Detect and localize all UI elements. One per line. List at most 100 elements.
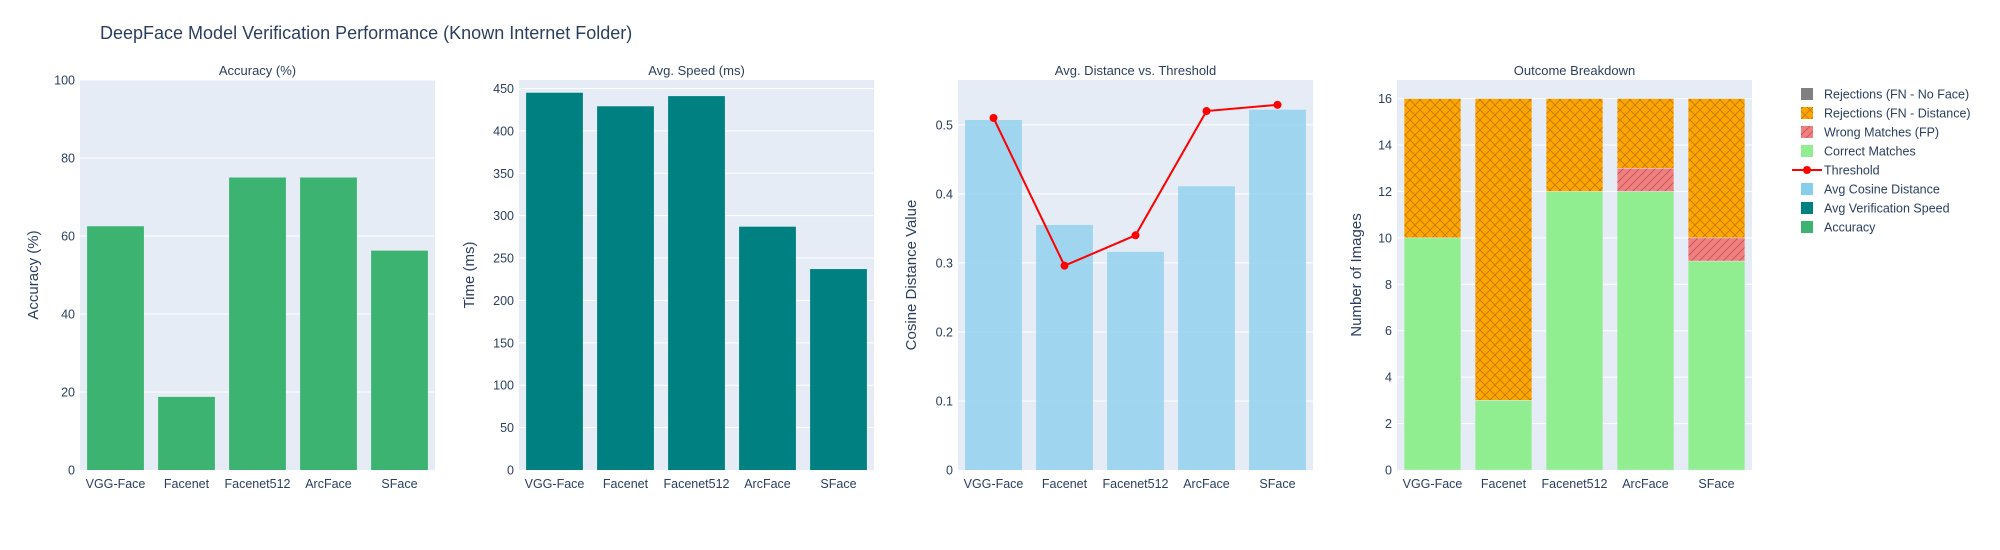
bar-avg-verification-speed-vgg-face (526, 92, 583, 470)
legend-item-rejections-fn-no-face: Rejections (FN - No Face) (1801, 88, 1969, 102)
distance-y-tick-label: 0.1 (936, 394, 953, 408)
speed-y-tick-label: 350 (493, 167, 514, 181)
distance-x-tick-label: ArcFace (1183, 477, 1230, 491)
threshold-point-facenet512 (1131, 231, 1140, 240)
bar-accuracy-arcface (300, 177, 357, 470)
accuracy-y-axis-title: Accuracy (%) (25, 230, 42, 319)
distance-x-tick-label: Facenet (1042, 477, 1088, 491)
speed-x-tick-label: Facenet (603, 477, 649, 491)
distance-subplot-title: Avg. Distance vs. Threshold (1055, 63, 1216, 78)
bar-avg-verification-speed-arcface (739, 226, 796, 470)
outcome-y-tick-label: 2 (1385, 417, 1392, 431)
outcome-x-tick-label: VGG-Face (1403, 477, 1463, 491)
outcome-subplot-title: Outcome Breakdown (1514, 63, 1635, 78)
accuracy-y-tick-label: 40 (61, 308, 75, 322)
speed-x-tick-label: VGG-Face (525, 477, 585, 491)
outcome-y-tick-label: 0 (1385, 464, 1392, 478)
outcome-y-tick-label: 4 (1385, 371, 1392, 385)
outcome-y-tick-label: 6 (1385, 324, 1392, 338)
bar-accuracy-facenet512 (229, 177, 286, 470)
accuracy-subplot-title: Accuracy (%) (219, 63, 296, 78)
distance-y-tick-label: 0.5 (936, 118, 953, 132)
bar-avg-cosine-distance-arcface (1178, 186, 1235, 470)
legend-swatch (1801, 221, 1813, 233)
distance-y-tick-label: 0.4 (936, 187, 953, 201)
distance-x-tick-label: VGG-Face (964, 477, 1024, 491)
bar-correct-matches-facenet512 (1545, 191, 1604, 471)
legend-swatch (1801, 107, 1813, 119)
legend-swatch (1801, 183, 1813, 195)
bar-accuracy-facenet (158, 396, 215, 470)
threshold-point-sface (1273, 100, 1282, 109)
bar-rejections-fn-distance-vgg-face (1403, 98, 1462, 239)
speed-subplot-title: Avg. Speed (ms) (648, 63, 745, 78)
bar-rejections-fn-distance-facenet512 (1545, 98, 1604, 192)
speed-bars (526, 92, 867, 471)
accuracy-bars (87, 177, 428, 470)
distance-panel: 0 0.1 0.2 0.3 0.4 0.5 VGG-Face Facenet Facenet5… (903, 63, 1313, 491)
bar-avg-verification-speed-sface (810, 269, 867, 470)
bar-avg-verification-speed-facenet (597, 106, 654, 471)
speed-y-tick-label: 50 (500, 421, 514, 435)
outcome-y-tick-label: 14 (1378, 139, 1392, 153)
outcome-x-tick-label: Facenet (1481, 477, 1527, 491)
accuracy-y-tick-label: 60 (61, 230, 75, 244)
bar-avg-cosine-distance-sface (1249, 109, 1306, 470)
speed-y-tick-label: 250 (493, 252, 514, 266)
threshold-point-facenet (1060, 261, 1069, 270)
legend-item-avg-verification-speed: Avg Verification Speed (1801, 202, 1950, 216)
accuracy-y-tick-label: 80 (61, 152, 75, 166)
legend-label: Rejections (FN - No Face) (1824, 88, 1969, 102)
legend-item-accuracy: Accuracy (1801, 221, 1876, 235)
distance-y-tick-label: 0.2 (936, 325, 953, 339)
legend-label: Wrong Matches (FP) (1824, 126, 1939, 140)
speed-y-ticks: 0 50 100 150 200 250 300 350 400 450 (493, 82, 514, 478)
bar-avg-verification-speed-facenet512 (668, 96, 725, 470)
speed-y-tick-label: 150 (493, 336, 514, 350)
speed-x-tick-label: Facenet512 (663, 477, 729, 491)
speed-y-tick-label: 400 (493, 124, 514, 138)
distance-y-tick-label: 0 (946, 464, 953, 478)
speed-x-tick-label: SFace (820, 477, 856, 491)
legend-marker-symbol (1803, 166, 1811, 174)
legend-label: Accuracy (1824, 221, 1876, 235)
bar-accuracy-sface (371, 250, 428, 470)
accuracy-x-tick-label: ArcFace (305, 477, 352, 491)
outcome-bars (1403, 98, 1746, 471)
legend-swatch (1801, 145, 1813, 157)
legend-item-wrong-matches-fp: Wrong Matches (FP) (1801, 126, 1939, 140)
bar-rejections-fn-distance-arcface (1616, 98, 1675, 169)
outcome-y-tick-label: 8 (1385, 278, 1392, 292)
accuracy-x-tick-label: Facenet (164, 477, 210, 491)
legend-label: Rejections (FN - Distance) (1824, 107, 1971, 121)
outcome-y-tick-label: 16 (1378, 92, 1392, 106)
outcome-x-ticks: VGG-Face Facenet Facenet512 ArcFace SFace (1403, 477, 1735, 491)
legend-item-correct-matches: Correct Matches (1801, 145, 1916, 159)
legend-item-rejections-fn-distance: Rejections (FN - Distance) (1801, 107, 1971, 121)
accuracy-panel: 0 20 40 60 80 100 VGG-Face Facenet Facenet512 Ar… (25, 63, 435, 491)
speed-y-axis-title: Time (ms) (461, 242, 478, 309)
bar-accuracy-vgg-face (87, 226, 144, 470)
outcome-y-axis-title: Number of Images (1348, 213, 1365, 336)
legend-swatch (1801, 126, 1813, 138)
speed-y-tick-label: 450 (493, 82, 514, 96)
outcome-panel: 0 2 4 6 8 10 12 14 16 VGG-Face Facenet Facenet512 A… (1348, 63, 1752, 491)
outcome-x-tick-label: Facenet512 (1541, 477, 1607, 491)
distance-y-ticks: 0 0.1 0.2 0.3 0.4 0.5 (936, 118, 953, 477)
outcome-x-tick-label: ArcFace (1622, 477, 1669, 491)
speed-y-tick-label: 200 (493, 294, 514, 308)
distance-y-tick-label: 0.3 (936, 256, 953, 270)
outcome-y-tick-label: 10 (1378, 231, 1392, 245)
accuracy-x-tick-label: Facenet512 (224, 477, 290, 491)
speed-x-tick-label: ArcFace (744, 477, 791, 491)
legend: Rejections (FN - No Face) Rejections (FN … (1792, 88, 1971, 235)
distance-y-axis-title: Cosine Distance Value (903, 200, 920, 351)
speed-x-ticks: VGG-Face Facenet Facenet512 ArcFace SFace (525, 477, 857, 491)
legend-label: Avg Verification Speed (1824, 202, 1950, 216)
bar-avg-cosine-distance-facenet512 (1107, 251, 1164, 470)
threshold-point-vgg-face (989, 113, 998, 122)
bar-correct-matches-facenet (1474, 400, 1533, 471)
bar-avg-cosine-distance-vgg-face (965, 120, 1022, 470)
accuracy-y-ticks: 0 20 40 60 80 100 (54, 74, 75, 478)
bar-correct-matches-arcface (1616, 191, 1675, 471)
